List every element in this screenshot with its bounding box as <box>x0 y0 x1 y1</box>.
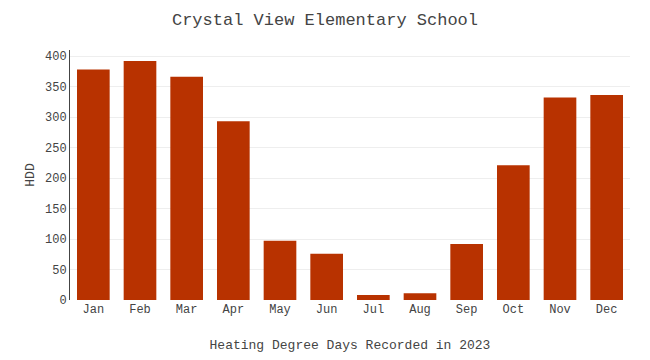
svg-text:0: 0 <box>59 294 66 308</box>
svg-text:350: 350 <box>45 81 67 95</box>
svg-text:Jul: Jul <box>363 303 385 317</box>
svg-text:Dec: Dec <box>596 303 618 317</box>
svg-text:Feb: Feb <box>129 303 151 317</box>
svg-text:Jan: Jan <box>83 303 105 317</box>
svg-text:200: 200 <box>45 172 67 186</box>
svg-text:Nov: Nov <box>549 303 571 317</box>
svg-text:50: 50 <box>52 264 66 278</box>
svg-text:400: 400 <box>45 50 67 64</box>
svg-text:Jun: Jun <box>316 303 338 317</box>
svg-text:May: May <box>269 303 291 317</box>
svg-text:300: 300 <box>45 111 67 125</box>
svg-text:Mar: Mar <box>176 303 198 317</box>
svg-text:Sep: Sep <box>456 303 478 317</box>
svg-text:100: 100 <box>45 233 67 247</box>
svg-text:150: 150 <box>45 203 67 217</box>
svg-text:Heating Degree Days Recorded i: Heating Degree Days Recorded in 2023 <box>210 338 491 353</box>
svg-text:Apr: Apr <box>223 303 245 317</box>
svg-text:250: 250 <box>45 142 67 156</box>
svg-text:Aug: Aug <box>409 303 431 317</box>
svg-text:Crystal View Elementary School: Crystal View Elementary School <box>172 11 478 30</box>
svg-text:Oct: Oct <box>503 303 525 317</box>
svg-text:HDD: HDD <box>23 163 38 187</box>
